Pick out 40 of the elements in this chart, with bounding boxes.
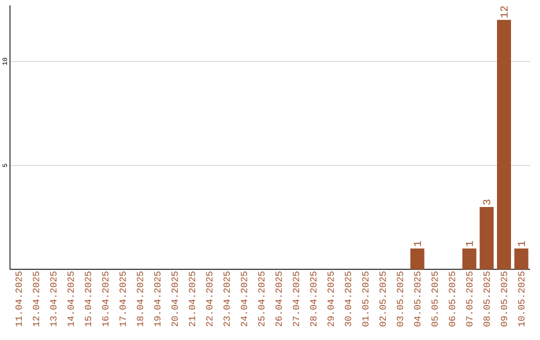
x-tick-label: 05.05.2025 bbox=[432, 272, 438, 326]
data-label: 1 bbox=[414, 241, 421, 246]
x-tick-label: 15.04.2025 bbox=[84, 272, 92, 326]
x-tick-label: 22.04.2025 bbox=[206, 272, 212, 326]
x-tick-label: 26.04.2025 bbox=[276, 272, 282, 326]
data-label: 3 bbox=[483, 200, 490, 205]
x-tick-label: 17.04.2025 bbox=[120, 272, 126, 326]
x-tick-label: 09.05.2025 bbox=[500, 272, 508, 326]
x-tick-label: 28.04.2025 bbox=[310, 272, 316, 326]
x-tick-label: 02.05.2025 bbox=[380, 272, 386, 326]
bar bbox=[410, 248, 424, 270]
bar bbox=[462, 248, 476, 270]
x-tick-label: 30.04.2025 bbox=[344, 272, 352, 326]
x-tick-label: 10.05.2025 bbox=[518, 272, 524, 326]
x-tick-label: 21.04.2025 bbox=[188, 272, 196, 326]
x-tick-label: 08.05.2025 bbox=[484, 272, 490, 326]
x-tick-label: 13.04.2025 bbox=[50, 272, 56, 326]
bar bbox=[497, 20, 511, 270]
x-tick-label: 20.04.2025 bbox=[172, 272, 178, 326]
x-tick-label: 29.04.2025 bbox=[328, 272, 334, 326]
x-tick-label: 12.04.2025 bbox=[32, 272, 40, 326]
x-tick-label: 11.04.2025 bbox=[16, 272, 22, 326]
x-tick-label: 04.05.2025 bbox=[414, 272, 420, 326]
x-tick-label: 07.05.2025 bbox=[466, 272, 472, 326]
x-tick-label: 19.04.2025 bbox=[154, 272, 160, 326]
x-tick-label: 03.05.2025 bbox=[396, 272, 404, 326]
bar bbox=[514, 248, 528, 270]
bar bbox=[480, 206, 494, 270]
data-label: 1 bbox=[518, 241, 525, 246]
x-tick-label: 23.04.2025 bbox=[224, 272, 230, 326]
x-tick-label: 24.04.2025 bbox=[240, 272, 248, 326]
x-tick-label: 18.04.2025 bbox=[136, 272, 144, 326]
x-tick-label: 16.04.2025 bbox=[102, 272, 108, 326]
data-label: 1 bbox=[466, 241, 473, 246]
x-tick-label: 06.05.2025 bbox=[448, 272, 456, 326]
x-tick-label: 25.04.2025 bbox=[258, 272, 264, 326]
data-label: 12 bbox=[500, 6, 508, 18]
x-tick-label: 27.04.2025 bbox=[292, 272, 300, 326]
x-tick-label: 01.05.2025 bbox=[362, 272, 368, 326]
x-tick-label: 14.04.2025 bbox=[68, 272, 74, 326]
